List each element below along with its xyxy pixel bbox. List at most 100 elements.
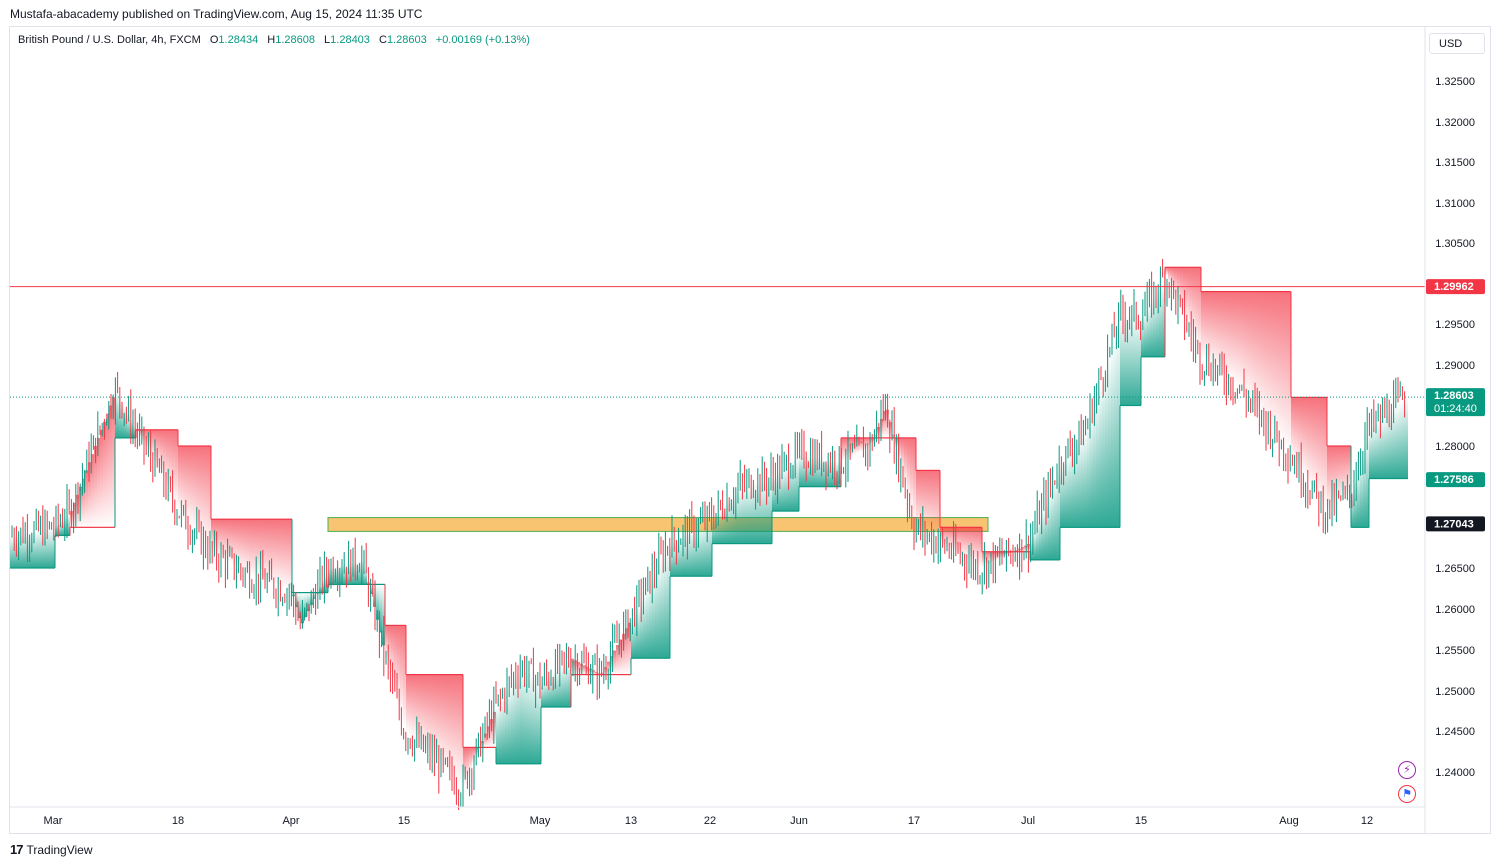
trailing-stop-fill bbox=[1153, 295, 1156, 357]
trailing-stop-fill bbox=[238, 519, 241, 569]
trailing-stop-fill bbox=[1303, 397, 1306, 477]
trailing-stop-fill bbox=[670, 542, 673, 577]
trailing-stop-fill bbox=[781, 469, 784, 512]
open-value: 1.28434 bbox=[218, 34, 259, 46]
trailing-stop-fill bbox=[703, 523, 706, 577]
trailing-stop-fill bbox=[541, 681, 544, 707]
trailing-stop-fill bbox=[250, 519, 253, 577]
trailing-stop-fill bbox=[1366, 433, 1369, 528]
trailing-stop-fill bbox=[556, 669, 559, 707]
trailing-stop-fill bbox=[1255, 291, 1258, 410]
trailing-stop-fill bbox=[535, 678, 538, 764]
trailing-stop-fill bbox=[190, 446, 193, 527]
trailing-stop-fill bbox=[802, 454, 805, 487]
trailing-stop-fill bbox=[1075, 442, 1078, 528]
trailing-stop-fill bbox=[607, 661, 610, 675]
trailing-stop-fill bbox=[751, 483, 754, 544]
trailing-stop-fill bbox=[1105, 365, 1108, 528]
trailing-stop-fill bbox=[172, 429, 175, 499]
trailing-stop-fill bbox=[1213, 291, 1216, 368]
trailing-stop-fill bbox=[778, 471, 781, 512]
trailing-stop-fill bbox=[1135, 315, 1138, 406]
trailing-stop-fill bbox=[658, 563, 661, 659]
lightning-icon[interactable]: ⚡ bbox=[1398, 761, 1416, 779]
trailing-stop-fill bbox=[181, 446, 184, 515]
trailing-stop-fill bbox=[925, 470, 928, 535]
trailing-stop-fill bbox=[646, 587, 649, 659]
trailing-stop-fill bbox=[184, 446, 187, 519]
support-zone[interactable] bbox=[327, 517, 989, 532]
currency-button[interactable]: USD bbox=[1429, 33, 1485, 54]
trailing-stop-fill bbox=[1399, 402, 1402, 479]
trailing-stop-fill bbox=[376, 584, 379, 620]
trailing-stop-fill bbox=[712, 517, 715, 544]
trailing-stop-fill bbox=[193, 446, 196, 531]
x-tick-label: 15 bbox=[398, 815, 410, 827]
trailing-stop-fill bbox=[202, 446, 205, 542]
trailing-stop-fill bbox=[1210, 291, 1213, 365]
trailing-stop-fill bbox=[508, 686, 511, 764]
trailing-stop-fill bbox=[241, 519, 244, 571]
trailing-stop-fill bbox=[565, 662, 568, 707]
trailing-stop-fill bbox=[370, 584, 373, 595]
trailing-stop-fill bbox=[328, 568, 331, 585]
trailing-stop-fill bbox=[430, 674, 433, 756]
trailing-stop-fill bbox=[1021, 547, 1024, 552]
x-tick-label: 22 bbox=[704, 815, 716, 827]
trailing-stop-fill bbox=[553, 672, 556, 707]
us-uk-flag-icon[interactable]: ⚑ bbox=[1398, 785, 1416, 803]
trailing-stop-fill bbox=[841, 437, 844, 462]
trailing-stop-fill bbox=[688, 531, 691, 577]
trailing-stop-fill bbox=[217, 519, 220, 557]
low-value: 1.28403 bbox=[330, 34, 370, 46]
trailing-stop-fill bbox=[760, 481, 763, 544]
trailing-stop-fill bbox=[622, 633, 625, 675]
trailing-stop-fill bbox=[1051, 485, 1054, 560]
trailing-stop-fill bbox=[1093, 403, 1096, 528]
trailing-stop-fill bbox=[799, 454, 802, 487]
trailing-stop-fill bbox=[928, 470, 931, 537]
trailing-stop-fill bbox=[1150, 300, 1153, 357]
x-tick-label: 15 bbox=[1135, 815, 1147, 827]
trailing-stop-fill bbox=[121, 401, 124, 438]
trailing-stop-fill bbox=[934, 470, 937, 540]
trailing-stop-fill bbox=[454, 674, 457, 781]
trailing-stop-fill bbox=[532, 676, 535, 764]
price-tag bbox=[1426, 279, 1485, 295]
y-tick-label: 1.29500 bbox=[1435, 319, 1475, 331]
trailing-stop-fill bbox=[37, 530, 40, 568]
trailing-stop-fill bbox=[166, 429, 169, 487]
trailing-stop-fill bbox=[922, 470, 925, 533]
trailing-stop-fill bbox=[1186, 267, 1189, 324]
close-label: C bbox=[378, 34, 387, 46]
trailing-stop-fill bbox=[916, 470, 919, 529]
y-tick-label: 1.28000 bbox=[1435, 441, 1475, 453]
trailing-stop-fill bbox=[577, 662, 580, 675]
trailing-stop-fill bbox=[304, 592, 307, 618]
trailing-stop-fill bbox=[1024, 545, 1027, 552]
trailing-stop-fill bbox=[1279, 291, 1282, 441]
trailing-stop-fill bbox=[625, 628, 628, 675]
trailing-stop-fill bbox=[487, 726, 490, 748]
trailing-stop-fill bbox=[655, 569, 658, 659]
trailing-stop-fill bbox=[763, 480, 766, 544]
trailing-stop-fill bbox=[355, 561, 358, 585]
trailing-stop-fill bbox=[1249, 291, 1252, 402]
price-tag bbox=[1426, 388, 1485, 417]
trailing-stop-fill bbox=[259, 519, 262, 580]
trailing-stop-fill bbox=[16, 534, 19, 568]
trailing-stop-fill bbox=[331, 567, 334, 585]
trailing-stop-fill bbox=[289, 519, 292, 592]
trailing-stop-fill bbox=[442, 674, 445, 768]
trailing-stop-fill bbox=[280, 519, 283, 589]
trailing-stop-fill bbox=[739, 487, 742, 544]
trailing-stop-fill bbox=[1111, 345, 1114, 528]
trailing-stop-fill bbox=[364, 568, 367, 585]
trailing-stop-fill bbox=[517, 671, 520, 764]
trailing-stop-fill bbox=[1057, 469, 1060, 560]
trailing-stop-fill bbox=[163, 429, 166, 481]
trailing-stop-fill bbox=[874, 435, 877, 438]
symbol-label[interactable]: British Pound / U.S. Dollar, 4h, FXCM bbox=[18, 34, 201, 46]
y-tick-label: 1.32000 bbox=[1435, 117, 1475, 129]
